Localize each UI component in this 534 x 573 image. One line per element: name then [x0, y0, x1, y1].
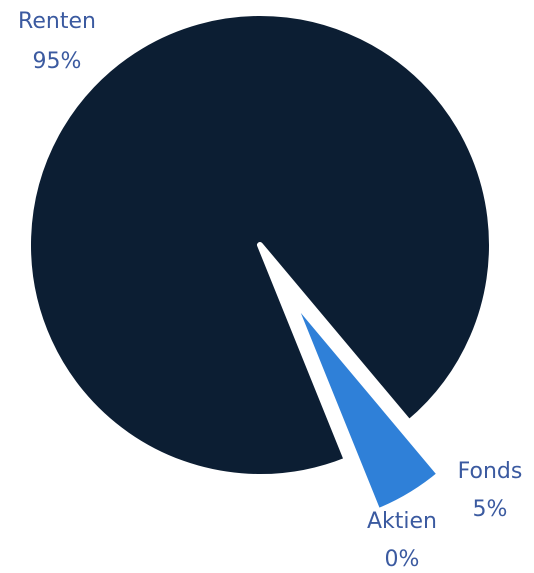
value-label: 0% — [385, 547, 420, 572]
slice-label: Aktien — [367, 509, 437, 534]
value-label: 95% — [33, 49, 82, 74]
pie-slice — [24, 10, 495, 480]
value-label: 5% — [473, 497, 508, 522]
slice-label: Renten — [18, 9, 96, 34]
pie-slice — [287, 293, 444, 515]
slice-label: Fonds — [458, 459, 523, 484]
